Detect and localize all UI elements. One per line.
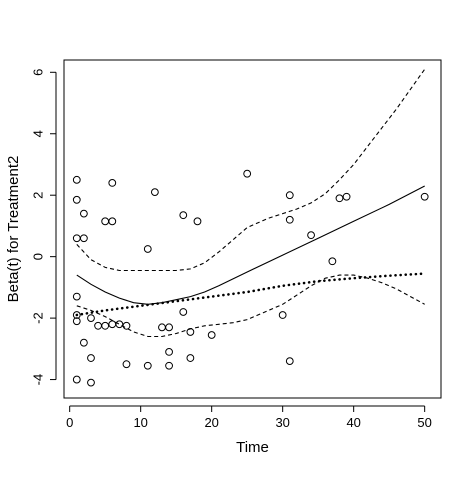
plot-area (63, 59, 442, 399)
data-point (179, 308, 188, 316)
data-point (243, 169, 252, 178)
data-point (72, 195, 81, 204)
data-point (108, 217, 117, 226)
data-point (87, 314, 95, 323)
y-tick-label: -4 (30, 374, 45, 386)
x-tick-label: 0 (66, 415, 73, 430)
x-tick-label: 30 (275, 415, 289, 430)
series-layer (72, 68, 429, 387)
data-point (186, 354, 195, 362)
data-point (79, 209, 88, 218)
data-point (207, 331, 216, 339)
data-point (87, 378, 95, 387)
y-tick-label: 0 (30, 253, 45, 260)
plot-frame (63, 59, 442, 399)
data-point (335, 194, 344, 203)
y-tick-label: 4 (30, 130, 45, 137)
data-point (285, 357, 294, 366)
data-point (79, 234, 88, 243)
data-point (72, 317, 81, 326)
data-point (179, 211, 188, 220)
data-point (87, 354, 95, 362)
y-axis-title: Beta(t) for Treatment2 (5, 156, 22, 303)
y-tick-label: 2 (30, 192, 45, 199)
data-point (143, 361, 152, 370)
data-point (108, 179, 117, 187)
data-point (328, 257, 337, 266)
data-point (420, 192, 429, 201)
x-tick-label: 20 (204, 415, 218, 430)
y-axis: -4 -2 0 2 4 6 (30, 69, 57, 386)
data-point (285, 191, 294, 200)
y-tick-label: -2 (30, 312, 45, 324)
data-point (193, 217, 202, 226)
fit-line (76, 185, 425, 305)
data-point (278, 311, 287, 319)
data-point (150, 188, 159, 197)
data-point (101, 321, 110, 330)
x-tick-label: 40 (346, 415, 360, 430)
data-point (342, 192, 351, 201)
y-tick-label: 6 (30, 69, 45, 76)
data-point (94, 321, 102, 330)
data-point (72, 175, 81, 184)
data-point (72, 292, 81, 301)
x-tick-label: 10 (133, 415, 147, 430)
data-point (72, 311, 81, 319)
x-tick-label: 50 (417, 415, 431, 430)
data-point (158, 323, 166, 332)
x-axis: 0 10 20 30 40 50 (66, 405, 432, 430)
data-point (72, 375, 81, 384)
data-point (285, 215, 294, 224)
confidence-band-line (76, 68, 426, 272)
data-point (115, 320, 124, 329)
data-point (165, 348, 173, 356)
data-point (122, 360, 131, 369)
data-point (165, 323, 173, 332)
data-point (186, 328, 195, 336)
data-point (143, 245, 152, 253)
data-point (79, 338, 88, 347)
data-point (72, 234, 81, 243)
data-point (122, 321, 131, 330)
x-axis-title: Time (236, 439, 269, 456)
data-point (307, 231, 315, 240)
data-point (101, 217, 110, 226)
reference-line (75, 272, 426, 317)
data-point (165, 361, 173, 370)
confidence-band-line (76, 274, 425, 338)
data-point (108, 320, 117, 329)
